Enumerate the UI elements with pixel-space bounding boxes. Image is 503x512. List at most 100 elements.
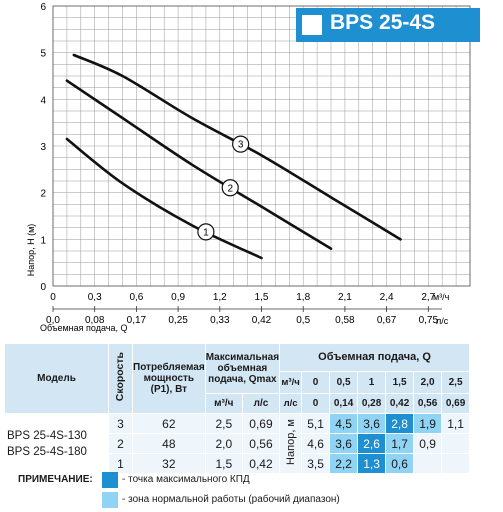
power-1: 32 <box>132 453 206 474</box>
x2-tick-label: 0,0 <box>46 315 60 326</box>
y-tick-label: 4 <box>40 95 46 106</box>
flow-ls-1: 0,14 <box>329 393 359 414</box>
curve-marker-1 <box>197 223 215 241</box>
x-tick-label: 0,3 <box>88 292 102 303</box>
x-axis-title: Объемная подача, Q <box>40 323 127 333</box>
x2-tick-label: 0,17 <box>127 315 147 326</box>
chart-grid <box>52 5 471 287</box>
x-tick-label: 1,5 <box>255 292 269 303</box>
y-tick-label: 0 <box>40 282 46 293</box>
flow-ls-3: 0,42 <box>385 393 415 414</box>
curve-speed-1 <box>65 137 263 260</box>
x2-tick-label: 0,5 <box>296 315 310 326</box>
head-1-1: 2,2 <box>329 453 359 474</box>
x2-tick-label: 0,75 <box>419 315 439 326</box>
qmax-unit-ls: л/с <box>241 393 281 414</box>
flow-m3h-2: 1 <box>357 371 387 394</box>
flow-ls-4: 0,56 <box>413 393 443 414</box>
curve-label-3: 3 <box>238 140 244 151</box>
x-tick-label: 0,9 <box>171 292 185 303</box>
header-model: Модель <box>4 343 109 414</box>
qmax-m3h-3: 2,5 <box>204 413 243 434</box>
qmax-ls-3: 0,69 <box>241 413 281 434</box>
head-2-1: 3,6 <box>329 433 359 454</box>
x2-tick-label: 0,67 <box>377 315 397 326</box>
note-title: ПРИМЕЧАНИЕ: <box>18 474 93 485</box>
x-tick-label: 2,1 <box>338 292 352 303</box>
head-3-1: 4,5 <box>329 413 359 434</box>
performance-table: Модель Скорость Потребляемая мощность (P… <box>4 343 471 474</box>
qmax-ls-2: 0,56 <box>241 433 281 454</box>
x2-tick-label: 0,25 <box>168 315 188 326</box>
x2-tick-label: 0,58 <box>335 315 355 326</box>
flow-ls-2: 0,28 <box>357 393 387 414</box>
curve-label-2: 2 <box>227 183 233 194</box>
head-1-0: 3,5 <box>301 453 331 474</box>
head-2-2: 2,6 <box>357 433 387 454</box>
badge-square-icon <box>302 15 322 35</box>
x2-axis-unit: л/с <box>436 316 449 326</box>
qmax-m3h-1: 1,5 <box>204 453 243 474</box>
y-tick-label: 3 <box>40 142 46 153</box>
chart-labels: 0 1 2 3 4 5 6 0 0,3 0,6 0,9 1,2 1,5 1,8 2,1 2,4 2,7 0,0 0,… <box>40 2 442 326</box>
head-2-3: 1,7 <box>385 433 415 454</box>
x-tick-label: 2,7 <box>421 292 435 303</box>
x-tick-label: 2,4 <box>380 292 394 303</box>
header-power: Потребляемая мощность (P1), Вт <box>132 343 206 414</box>
model-name-130: BPS 25-4S-130 <box>7 429 87 442</box>
head-3-5: 1,1 <box>441 413 471 434</box>
plot-frame <box>52 5 471 287</box>
head-3-0: 5,1 <box>301 413 331 434</box>
model-badge: BPS 25-4S <box>296 8 480 42</box>
y-tick-label: 6 <box>40 2 46 13</box>
header-speed: Скорость <box>108 343 133 414</box>
model-name-180: BPS 25-4S-180 <box>7 445 87 458</box>
unit-ls-label: л/с <box>279 393 303 414</box>
flow-ls-5: 0,69 <box>441 393 471 414</box>
head-2-0: 4,6 <box>301 433 331 454</box>
speed-1: 1 <box>108 453 133 474</box>
curve-marker-3 <box>232 135 250 153</box>
power-2: 48 <box>132 433 206 454</box>
legend-text-normal-zone: - зона нормальной работы (рабочий диапаз… <box>122 494 340 505</box>
head-2-4: 0,9 <box>413 433 443 454</box>
x-axis-unit: м³/ч <box>433 292 450 302</box>
curve-label-1: 1 <box>203 227 209 238</box>
flow-m3h-3: 1,5 <box>385 371 415 394</box>
y-axis-title: Напор, Н (м) <box>26 224 36 277</box>
x-tick-label: 0,6 <box>129 292 143 303</box>
speed-2: 2 <box>108 433 133 454</box>
flow-m3h-1: 0,5 <box>329 371 359 394</box>
flow-m3h-4: 2,0 <box>413 371 443 394</box>
chart-curves: 1 2 3 <box>65 53 402 260</box>
head-label: Напор, м <box>279 413 303 474</box>
flow-ls-0: 0 <box>301 393 331 414</box>
qmax-unit-m3h: м³/ч <box>204 393 243 414</box>
y-tick-label: 5 <box>40 49 46 60</box>
y-tick-label: 1 <box>40 235 46 246</box>
x2-tick-label: 0,08 <box>85 315 105 326</box>
head-1-4 <box>413 453 443 474</box>
speed-3: 3 <box>108 413 133 434</box>
x-tick-label: 1,8 <box>296 292 310 303</box>
head-3-3: 2,8 <box>385 413 415 434</box>
header-flow: Объемная подача, Q <box>279 343 471 372</box>
head-1-3: 0,6 <box>385 453 415 474</box>
head-3-2: 3,6 <box>357 413 387 434</box>
y-tick-label: 2 <box>40 189 46 200</box>
x2-tick-label: 0,33 <box>210 315 230 326</box>
head-2-5 <box>441 433 471 454</box>
x-tick-label: 0 <box>50 292 56 303</box>
legend-swatch-max-efficiency <box>102 472 118 488</box>
head-1-2: 1,3 <box>357 453 387 474</box>
badge-title: BPS 25-4S <box>330 11 436 34</box>
qmax-ls-1: 0,42 <box>241 453 281 474</box>
head-3-4: 1,9 <box>413 413 443 434</box>
x-tick-label: 1,2 <box>213 292 227 303</box>
header-qmax: Максимальная объемная подача, Qmax <box>204 343 281 394</box>
x2-tick-label: 0,42 <box>252 315 272 326</box>
unit-m3h-label: м³/ч <box>279 371 303 394</box>
curve-speed-2 <box>65 79 333 250</box>
qmax-m3h-2: 2,0 <box>204 433 243 454</box>
